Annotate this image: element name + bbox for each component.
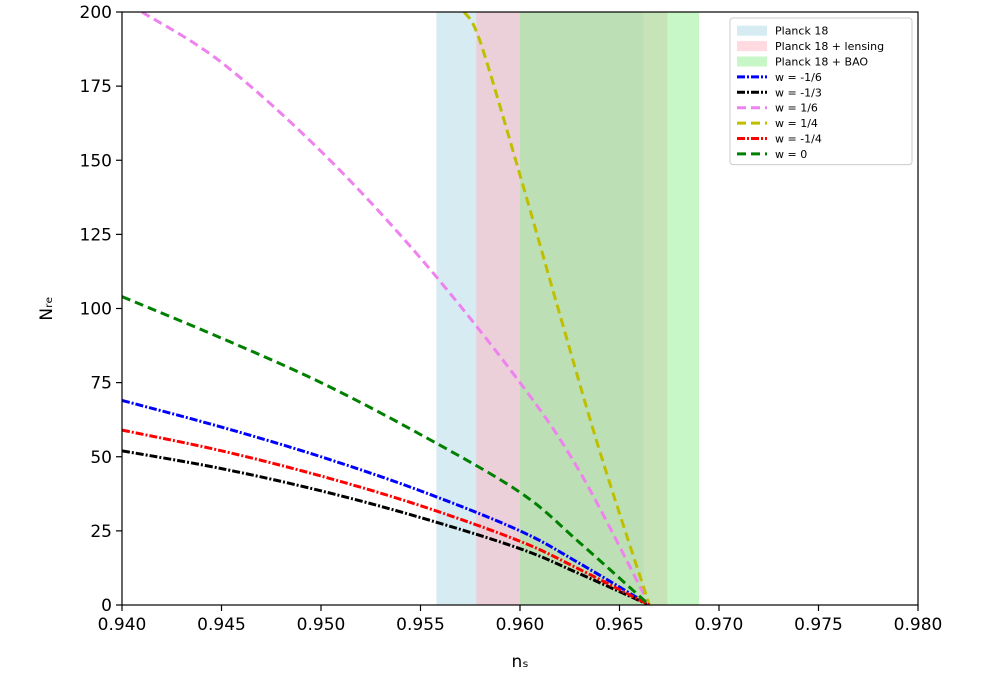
x-tick-label: 0.960 bbox=[496, 615, 545, 635]
y-tick-label: 200 bbox=[80, 3, 112, 23]
x-tick-label: 0.940 bbox=[98, 615, 147, 635]
x-tick-label: 0.980 bbox=[894, 615, 943, 635]
y-tick-label: 100 bbox=[80, 300, 112, 320]
series-line-4 bbox=[122, 428, 651, 605]
y-tick-label: 0 bbox=[101, 596, 112, 616]
y-axis-label: Nᵣₑ bbox=[37, 296, 57, 320]
legend-label-series: w = -1/4 bbox=[775, 133, 822, 146]
legend-swatch-band bbox=[737, 41, 767, 52]
series-line-5 bbox=[122, 295, 651, 605]
legend-label-band: Planck 18 + BAO bbox=[775, 56, 868, 69]
series-line-1 bbox=[122, 449, 650, 605]
legend-label-series: w = 1/4 bbox=[775, 117, 818, 130]
legend-label-series: w = -1/6 bbox=[775, 71, 822, 84]
x-tick-label: 0.975 bbox=[794, 615, 843, 635]
legend-label-band: Planck 18 bbox=[775, 25, 828, 38]
legend: Planck 18 Planck 18 + lensing Planck 18 + … bbox=[729, 17, 913, 166]
legend-label-series: w = -1/3 bbox=[775, 86, 822, 99]
legend-swatch-band bbox=[737, 56, 767, 67]
x-tick-label: 0.970 bbox=[695, 615, 744, 635]
y-axis-ticks: 0 25 50 75 100 125 150 175 200 bbox=[80, 3, 122, 616]
series-line-0 bbox=[122, 398, 651, 605]
y-tick-label: 25 bbox=[90, 522, 112, 542]
series-line-2 bbox=[141, 12, 651, 605]
legend-box bbox=[729, 17, 913, 166]
y-tick-label: 50 bbox=[90, 448, 112, 468]
y-tick-label: 125 bbox=[80, 225, 112, 245]
data-series bbox=[122, 12, 651, 605]
x-axis-ticks: 0.940 0.945 0.950 0.955 0.960 0.965 0.970 0.975… bbox=[98, 605, 943, 635]
legend-swatch-band bbox=[737, 25, 767, 36]
legend-label-series: w = 0 bbox=[775, 148, 807, 161]
y-tick-label: 175 bbox=[80, 77, 112, 97]
legend-label-series: w = 1/6 bbox=[775, 102, 818, 115]
y-tick-label: 150 bbox=[80, 151, 112, 171]
series-line-3 bbox=[462, 12, 651, 605]
x-tick-label: 0.945 bbox=[197, 615, 246, 635]
y-tick-label: 75 bbox=[90, 374, 112, 394]
legend-label-band: Planck 18 + lensing bbox=[775, 40, 884, 53]
x-tick-label: 0.955 bbox=[396, 615, 445, 635]
confidence-bands bbox=[436, 12, 700, 605]
band-2 bbox=[520, 12, 700, 605]
x-tick-label: 0.950 bbox=[297, 615, 346, 635]
x-axis-label: nₛ bbox=[511, 652, 528, 672]
x-tick-label: 0.965 bbox=[595, 615, 644, 635]
